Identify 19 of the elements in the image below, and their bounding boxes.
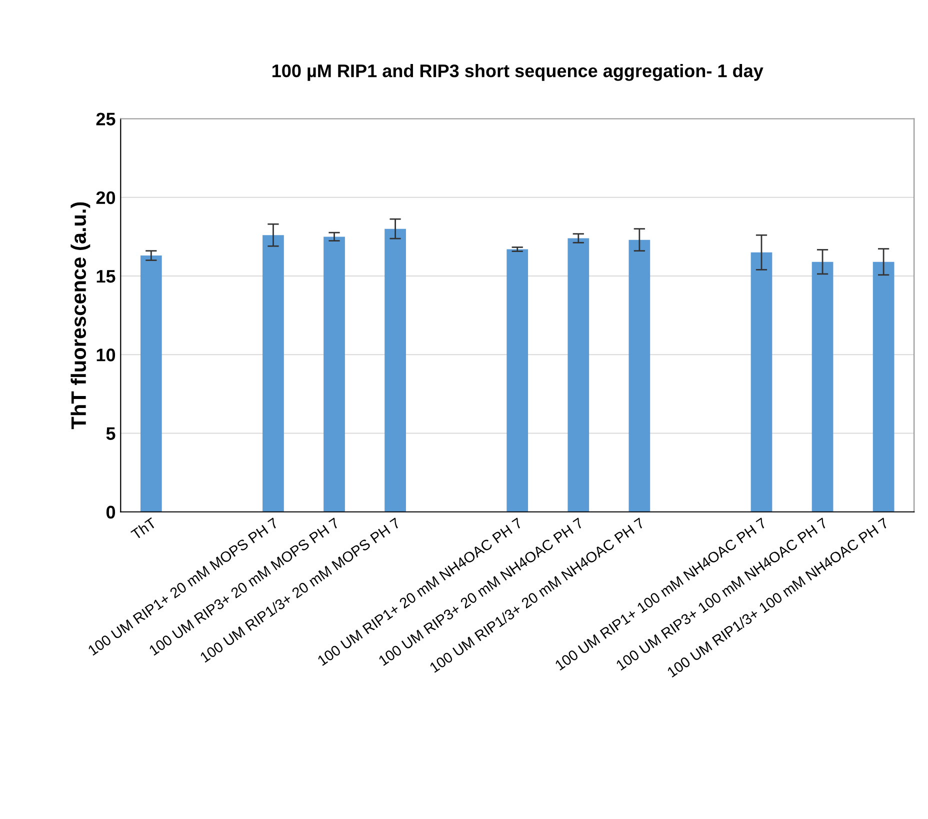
bar (506, 249, 528, 512)
bar (812, 262, 834, 512)
y-tick-label: 10 (96, 348, 116, 362)
y-tick-label: 0 (106, 506, 116, 519)
bar (384, 228, 406, 512)
bar (324, 236, 345, 512)
y-tick-label: 5 (106, 427, 116, 440)
chart-title: 100 µM RIP1 and RIP3 short sequence aggregation- 1 day (272, 64, 764, 81)
y-tick-label: 25 (96, 112, 116, 126)
bar (872, 262, 894, 512)
bar (140, 256, 162, 512)
y-axis-title: ThT fluorescence (a.u.) (70, 202, 90, 430)
y-tick-label: 20 (96, 191, 116, 204)
x-tick-label: ThT (130, 516, 157, 540)
bar (568, 238, 590, 512)
y-tick-label: 15 (96, 270, 116, 283)
bar (750, 252, 772, 512)
bar (262, 235, 284, 512)
bar (628, 240, 650, 512)
